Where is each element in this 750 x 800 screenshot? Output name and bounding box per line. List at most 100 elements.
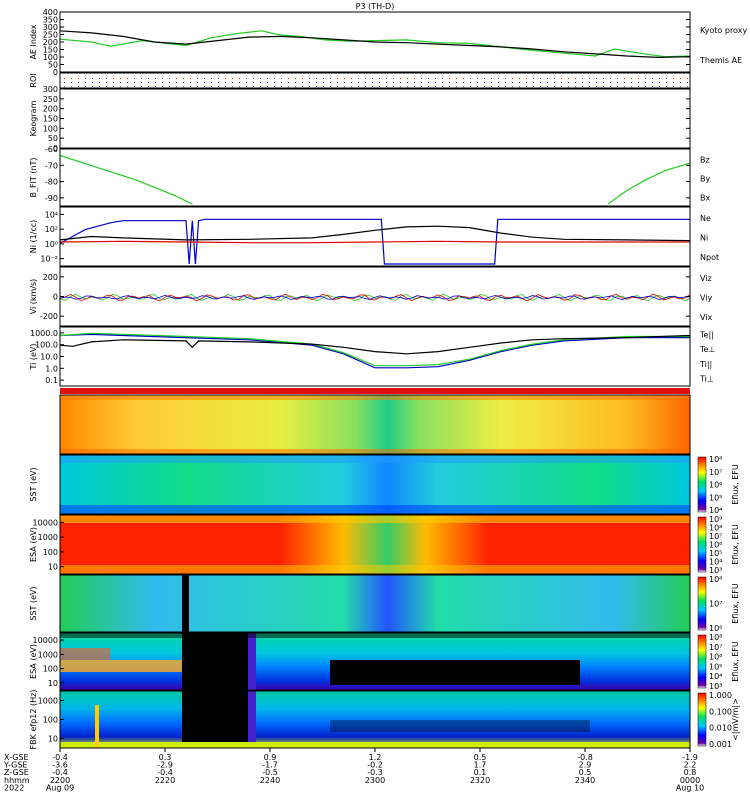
roi-dot: [617, 78, 618, 79]
colorbar: [697, 456, 707, 513]
x-tick-label: 0.1: [474, 768, 487, 777]
roi-dot: [575, 78, 576, 79]
roi-dot: [351, 78, 352, 79]
legend-label: Te⊥: [699, 345, 715, 354]
roi-dot: [435, 86, 436, 87]
roi-dot: [547, 78, 548, 79]
roi-dot: [379, 78, 380, 79]
panel-frame: [59, 88, 691, 149]
roi-dot: [127, 82, 128, 83]
roi-dot: [197, 86, 198, 87]
roi-dot: [71, 82, 72, 83]
series-line: [607, 162, 691, 205]
roi-dot: [540, 78, 541, 79]
roi-dot: [526, 82, 527, 83]
roi-dot: [575, 82, 576, 83]
series-line: [59, 30, 691, 59]
roi-dot: [295, 82, 296, 83]
roi-dot: [316, 86, 317, 87]
roi-dot: [372, 86, 373, 87]
roi-dot: [610, 82, 611, 83]
spectrogram-band: [330, 720, 590, 732]
panel-frame: [59, 206, 691, 267]
legend-label: Npot: [700, 253, 719, 262]
roi-dot: [393, 82, 394, 83]
roi-dot: [463, 86, 464, 87]
series-line: [59, 30, 691, 58]
roi-dot: [85, 86, 86, 87]
x-row-label: 2022: [4, 783, 24, 792]
roi-dot: [519, 78, 520, 79]
roi-dot: [428, 86, 429, 87]
colorbar-tick: 10⁸: [709, 524, 722, 533]
tick-label: 50: [48, 61, 58, 70]
roi-dot: [302, 86, 303, 87]
tick-label: 1.0: [45, 364, 58, 373]
colorbar-tick: 10⁸: [709, 575, 722, 584]
axis-label: ROI: [29, 73, 38, 87]
tick-label: 300: [43, 85, 58, 94]
roi-dot: [309, 82, 310, 83]
roi-dot: [281, 86, 282, 87]
roi-dot: [617, 82, 618, 83]
x-row-label: hhmm: [4, 776, 30, 785]
roi-dot: [218, 78, 219, 79]
roi-dot: [442, 78, 443, 79]
tick-label: -200: [40, 312, 58, 321]
colorbar-label: Eflux, EFU: [731, 524, 740, 565]
roi-dot: [596, 86, 597, 87]
roi-dot: [155, 78, 156, 79]
roi-dot: [498, 78, 499, 79]
roi-dot: [323, 82, 324, 83]
spectrogram: [60, 515, 690, 574]
tick-label: 150: [43, 115, 58, 124]
tick-label: 0: [53, 68, 58, 77]
roi-dot: [400, 86, 401, 87]
axis-label: Ni (1/cc): [29, 220, 38, 254]
colorbar-tick: 0.001: [709, 740, 732, 749]
x-tick-label: 2340: [575, 776, 595, 785]
colorbar-tick: 10⁶: [709, 653, 722, 662]
roi-dot: [64, 82, 65, 83]
roi-dot: [533, 86, 534, 87]
roi-dot: [561, 86, 562, 87]
colorbar-tick: 10⁷: [709, 600, 722, 609]
roi-dot: [505, 86, 506, 87]
roi-dot: [652, 78, 653, 79]
roi-dot: [568, 78, 569, 79]
roi-dot: [477, 78, 478, 79]
roi-dot: [673, 78, 674, 79]
x-tick-label: -0.5: [262, 768, 278, 777]
tick-label: 200: [43, 38, 58, 47]
roi-dot: [183, 78, 184, 79]
roi-dot: [190, 78, 191, 79]
x-tick-label: -0.2: [367, 761, 383, 770]
roi-dot: [239, 86, 240, 87]
tick-label: -90: [45, 194, 58, 203]
x-tick-label: -0.4: [52, 753, 68, 762]
roi-dot: [197, 82, 198, 83]
spectrogram: [60, 691, 690, 748]
roi-dot: [673, 86, 674, 87]
panel-frame: [59, 394, 691, 455]
spectrogram-band: [60, 565, 690, 574]
roi-dot: [64, 86, 65, 87]
roi-dot: [232, 78, 233, 79]
roi-dot: [99, 82, 100, 83]
roi-dot: [456, 82, 457, 83]
roi-dot: [120, 78, 121, 79]
tick-label: 100.0: [35, 341, 58, 350]
series-line: [59, 218, 690, 265]
roi-dot: [638, 78, 639, 79]
spectrogram-band: [60, 515, 690, 523]
colorbar-tick: 1.000: [709, 691, 732, 700]
roi-dot: [99, 78, 100, 79]
roi-dot: [547, 86, 548, 87]
tick-label: 10.0: [40, 353, 58, 362]
roi-dot: [533, 82, 534, 83]
roi-dot: [645, 82, 646, 83]
legend-label: Bz: [700, 155, 710, 164]
x-tick-label: 0.3: [159, 753, 172, 762]
axis-label: B_FIT (nT): [29, 157, 38, 197]
colorbar-tick: 10⁷: [709, 643, 722, 652]
